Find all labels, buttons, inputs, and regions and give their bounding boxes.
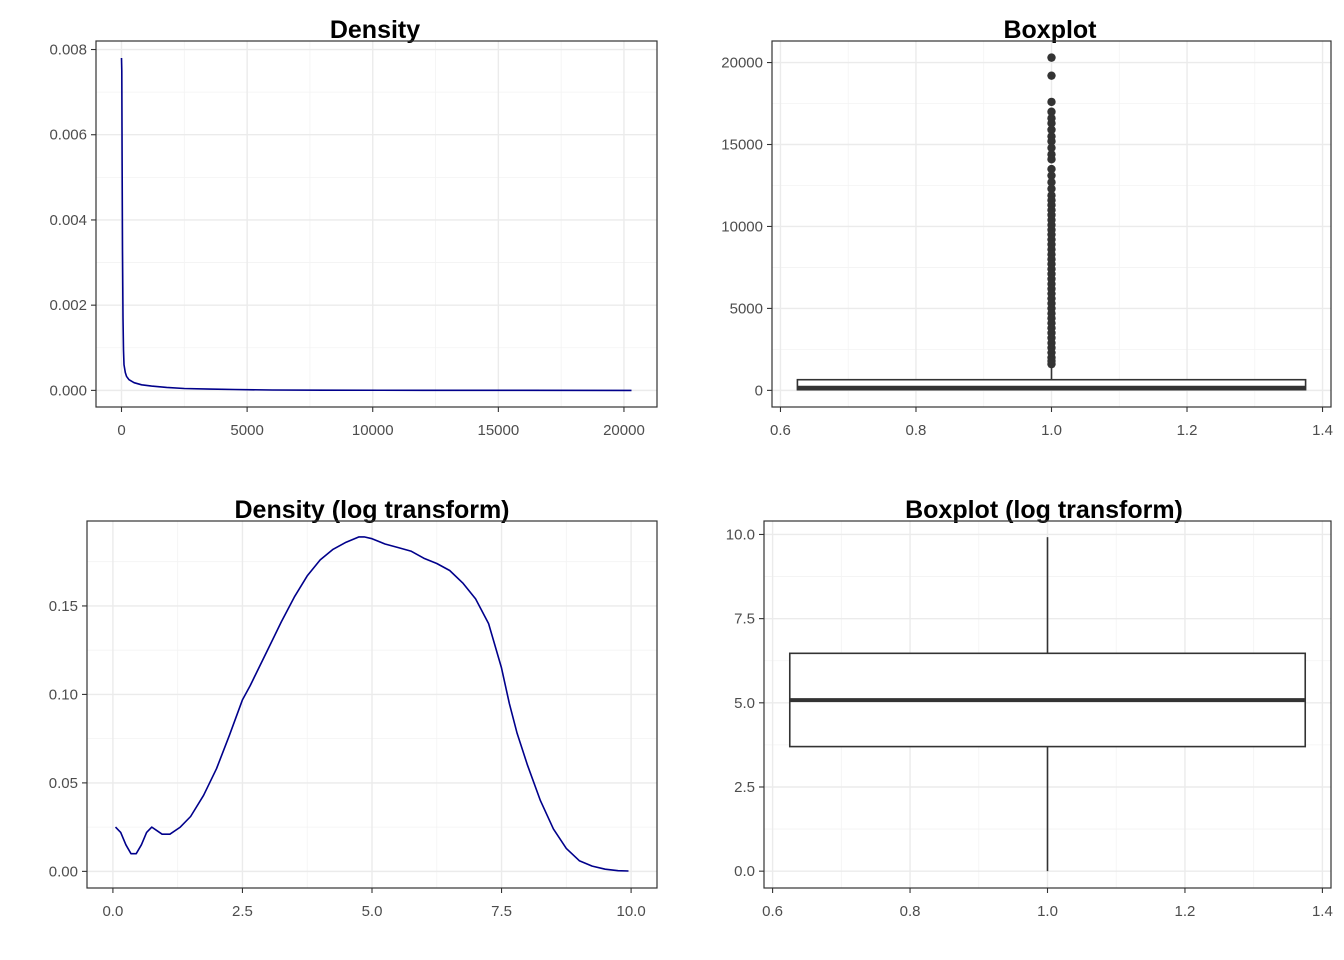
- panel-border: [763, 520, 1332, 889]
- outlier-point: [1047, 143, 1056, 152]
- outlier-point: [1047, 118, 1056, 128]
- x-tick-label: 0: [117, 422, 125, 439]
- chart-title: Density: [330, 16, 420, 44]
- x-tick-label: 5000: [230, 422, 263, 439]
- x-tick-label: 20000: [603, 422, 645, 439]
- y-tick-label: 0.0: [734, 863, 755, 880]
- outlier-point: [1047, 184, 1056, 193]
- outlier-point: [1047, 53, 1056, 62]
- panel-boxplot: Boxplot 0.6 0.8 1.0 1.2 1.4 0 5000 10000 15000 20…: [721, 16, 1333, 439]
- y-tick-label: 10000: [721, 218, 763, 235]
- x-tick-label: 0.6: [770, 422, 791, 439]
- y-tick-label: 0.05: [49, 775, 78, 792]
- outlier-point: [1047, 155, 1056, 164]
- y-tick-label: 2.5: [734, 779, 755, 796]
- x-tick-label: 1.2: [1177, 422, 1198, 439]
- outlier-point: [1047, 171, 1056, 180]
- outlier-point: [1047, 71, 1056, 80]
- outlier-point: [1047, 178, 1056, 187]
- chart-title: Density (log transform): [234, 496, 509, 524]
- y-tick-label: 7.5: [734, 611, 755, 628]
- panel-border: [771, 40, 1332, 408]
- x-tick-label: 2.5: [232, 903, 253, 920]
- panel-density-log: Density (log transform) 0.0 2.5 5.0 7.5 10.0…: [49, 496, 658, 920]
- y-tick-label: 5000: [730, 300, 763, 317]
- x-tick-label: 0.8: [900, 903, 921, 920]
- y-tick-label: 0.002: [49, 297, 87, 314]
- grid: [87, 521, 657, 888]
- x-tick-label: 1.4: [1312, 903, 1333, 920]
- y-tick-label: 0.000: [49, 382, 87, 399]
- y-tick-label: 20000: [721, 55, 763, 72]
- outlier-point: [1047, 164, 1056, 174]
- outlier-point: [1047, 137, 1056, 146]
- y-tick-label: 0.15: [49, 598, 78, 615]
- y-tick-label: 10.0: [726, 526, 755, 543]
- outlier-point: [1047, 359, 1056, 369]
- x-tick-label: 10000: [352, 422, 394, 439]
- y-tick-label: 0: [755, 382, 763, 399]
- panel-border: [86, 520, 658, 889]
- y-tick-label: 0.10: [49, 686, 78, 703]
- y-tick-label: 5.0: [734, 695, 755, 712]
- density-line: [120, 57, 632, 392]
- y-tick-label: 0.008: [49, 42, 87, 59]
- outlier-point: [1047, 125, 1056, 134]
- panel-density: Density 0 5000 10000 15000 20000 0.000 0.002 0.…: [49, 16, 658, 439]
- panel-boxplot-log: Boxplot (log transform) 0.6 0.8 1.0 1.2 1.4 0…: [726, 496, 1333, 920]
- chart-title: Boxplot (log transform): [905, 496, 1183, 524]
- chart-title: Boxplot: [1003, 16, 1097, 44]
- x-tick-label: 15000: [477, 422, 519, 439]
- y-tick-label: 0.006: [49, 127, 87, 144]
- outlier-point: [1047, 107, 1056, 116]
- x-tick-label: 0.6: [762, 903, 783, 920]
- y-tick-label: 15000: [721, 137, 763, 154]
- x-tick-label: 1.4: [1312, 422, 1333, 439]
- panel-border: [95, 40, 658, 408]
- x-tick-label: 1.2: [1175, 903, 1196, 920]
- outlier-point: [1047, 97, 1056, 107]
- x-tick-label: 7.5: [491, 903, 512, 920]
- y-tick-label: 0.00: [49, 863, 78, 880]
- x-tick-label: 5.0: [362, 903, 383, 920]
- x-tick-label: 0.0: [102, 903, 123, 920]
- x-tick-label: 1.0: [1041, 422, 1062, 439]
- y-tick-label: 0.004: [49, 212, 87, 229]
- density-line: [114, 536, 629, 872]
- x-tick-label: 0.8: [906, 422, 927, 439]
- x-tick-label: 10.0: [616, 903, 645, 920]
- x-tick-label: 1.0: [1037, 903, 1058, 920]
- grid: [96, 41, 657, 407]
